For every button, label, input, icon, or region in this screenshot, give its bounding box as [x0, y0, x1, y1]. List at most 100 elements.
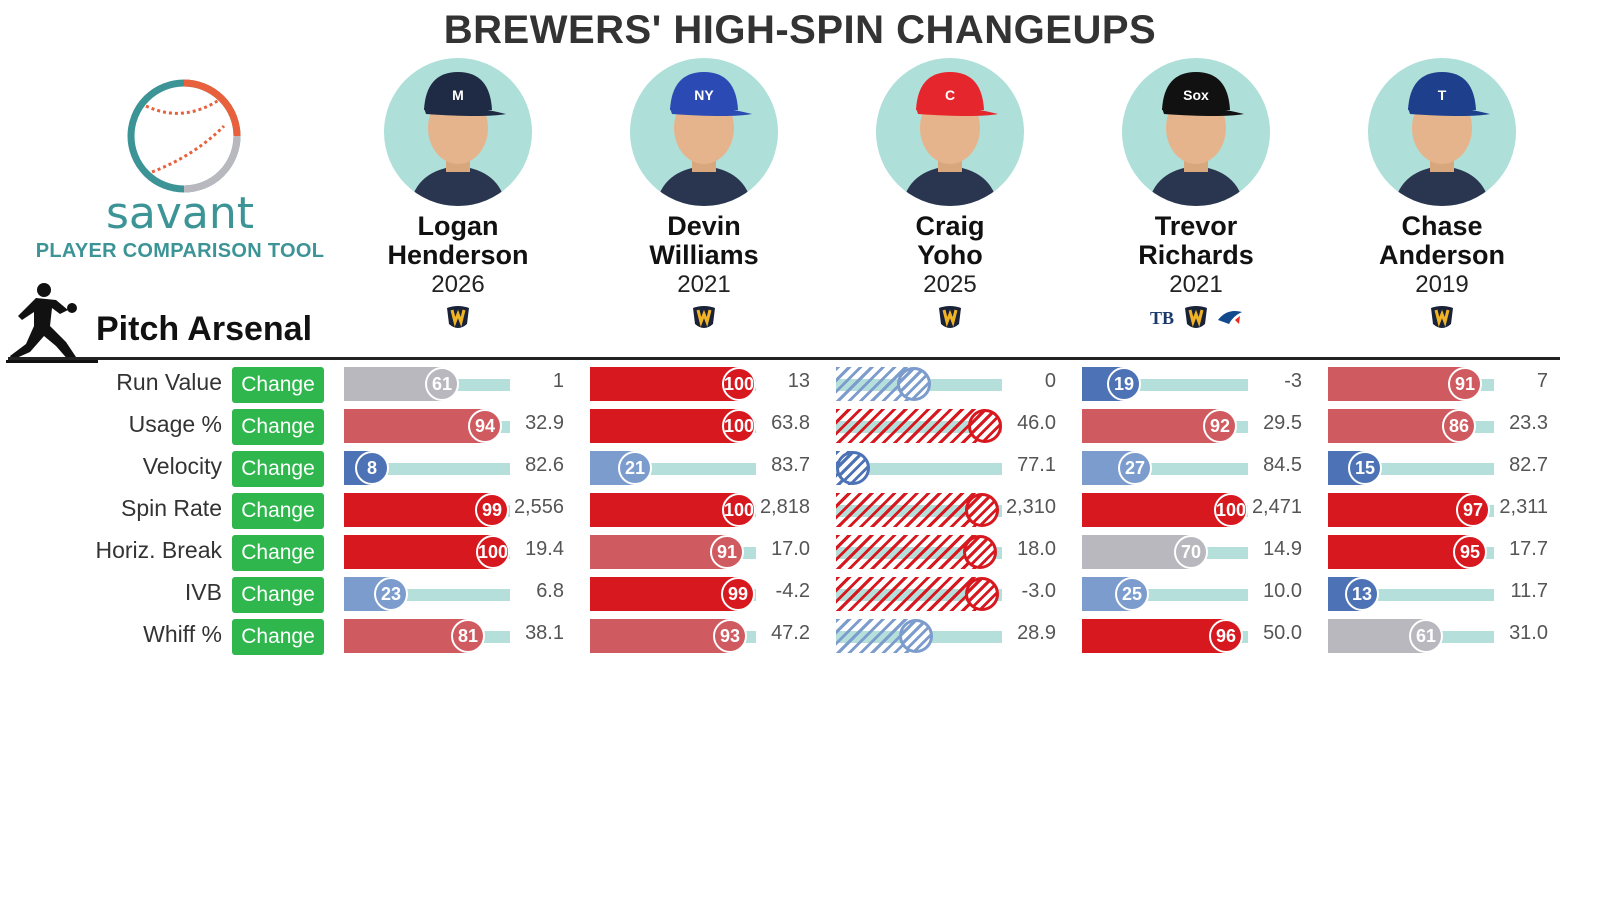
change-metric-button[interactable]: Change — [232, 367, 324, 403]
team-logos — [1322, 302, 1562, 336]
percentile-cell: 81 38.1 — [344, 617, 584, 659]
change-metric-button[interactable]: Change — [232, 619, 324, 655]
percentile-knob[interactable] — [836, 451, 870, 485]
percentile-knob[interactable]: 81 — [451, 619, 485, 653]
metric-label: Horiz. Break — [95, 537, 222, 563]
metric-value: 77.1 — [1017, 454, 1056, 476]
percentile-cell: 100 63.8 — [590, 407, 830, 449]
metric-value: 82.6 — [525, 454, 564, 476]
player-first-name: Chase — [1401, 211, 1483, 241]
metric-value: 63.8 — [771, 412, 810, 434]
percentile-track — [836, 463, 1002, 475]
player-season: 2026 — [431, 271, 485, 298]
metric-value: 2,310 — [1005, 496, 1056, 518]
percentile-knob[interactable]: 100 — [722, 409, 756, 443]
percentile-knob[interactable]: 15 — [1348, 451, 1382, 485]
player-avatar[interactable]: Sox — [1122, 58, 1270, 206]
percentile-knob[interactable]: 99 — [475, 493, 509, 527]
percentile-knob[interactable]: 61 — [1409, 619, 1443, 653]
percentile-cell: 100 19.4 — [344, 533, 584, 575]
brewers-logo-icon — [693, 306, 715, 328]
percentile-knob[interactable]: 91 — [710, 535, 744, 569]
brewers-logo-icon — [447, 306, 469, 328]
percentile-cell: 95 17.7 — [1328, 533, 1568, 575]
brewers-logo-icon — [939, 306, 961, 328]
percentile-cell: -3.0 — [836, 575, 1076, 617]
percentile-bar — [590, 493, 739, 527]
change-metric-button[interactable]: Change — [232, 409, 324, 445]
percentile-knob[interactable]: 19 — [1107, 367, 1141, 401]
percentile-knob[interactable] — [965, 493, 999, 527]
percentile-bar — [1082, 619, 1226, 653]
percentile-knob[interactable]: 93 — [713, 619, 747, 653]
player-avatar[interactable]: NY — [630, 58, 778, 206]
percentile-knob[interactable]: 13 — [1345, 577, 1379, 611]
percentile-knob[interactable]: 61 — [425, 367, 459, 401]
percentile-knob[interactable]: 70 — [1174, 535, 1208, 569]
change-metric-button[interactable]: Change — [232, 577, 324, 613]
player-first-name: Logan — [417, 211, 499, 241]
percentile-cell: 61 1 — [344, 365, 584, 407]
percentile-knob[interactable]: 27 — [1118, 451, 1152, 485]
percentile-knob[interactable] — [968, 409, 1002, 443]
metric-value: 17.0 — [771, 538, 810, 560]
svg-text:TB: TB — [1150, 308, 1174, 328]
percentile-knob[interactable]: 8 — [355, 451, 389, 485]
percentile-knob[interactable]: 97 — [1456, 493, 1490, 527]
percentile-cell: 21 83.7 — [590, 449, 830, 491]
player-column: Sox Trevor Richards 2021 TB — [1076, 58, 1316, 336]
percentile-knob[interactable]: 100 — [722, 493, 756, 527]
percentile-knob[interactable]: 91 — [1448, 367, 1482, 401]
logo-name: savant — [105, 188, 255, 239]
percentile-cell: 18.0 — [836, 533, 1076, 575]
percentile-knob[interactable]: 21 — [618, 451, 652, 485]
percentile-knob[interactable]: 96 — [1209, 619, 1243, 653]
change-metric-button[interactable]: Change — [232, 493, 324, 529]
cap-logo: Sox — [1183, 87, 1209, 103]
percentile-cell: 77.1 — [836, 449, 1076, 491]
player-last-name: Anderson — [1378, 240, 1505, 270]
percentile-knob[interactable]: 100 — [1214, 493, 1248, 527]
player-avatar[interactable]: C — [876, 58, 1024, 206]
player-avatar[interactable]: M — [384, 58, 532, 206]
percentile-knob[interactable]: 23 — [374, 577, 408, 611]
percentile-knob[interactable]: 100 — [476, 535, 510, 569]
metric-value: 84.5 — [1263, 454, 1302, 476]
percentile-bar — [1082, 493, 1231, 527]
metric-label: Velocity — [142, 453, 222, 479]
metric-value: 31.0 — [1509, 622, 1548, 644]
section-divider — [8, 357, 1560, 360]
metric-value: 29.5 — [1263, 412, 1302, 434]
percentile-cell: 93 47.2 — [590, 617, 830, 659]
percentile-knob[interactable]: 94 — [468, 409, 502, 443]
player-first-name: Craig — [915, 211, 985, 241]
percentile-knob[interactable]: 86 — [1442, 409, 1476, 443]
percentile-bar — [836, 493, 982, 527]
player-column: T Chase Anderson 2019 — [1322, 58, 1562, 336]
percentile-knob[interactable]: 95 — [1453, 535, 1487, 569]
percentile-knob[interactable]: 92 — [1203, 409, 1237, 443]
percentile-knob[interactable] — [963, 535, 997, 569]
player-photo-icon: NY — [656, 72, 752, 206]
change-metric-button[interactable]: Change — [232, 451, 324, 487]
percentile-knob[interactable]: 100 — [722, 367, 756, 401]
metric-value: 2,311 — [1499, 496, 1548, 518]
percentile-knob[interactable]: 25 — [1115, 577, 1149, 611]
percentile-knob[interactable]: 99 — [721, 577, 755, 611]
player-avatar[interactable]: T — [1368, 58, 1516, 206]
percentile-knob[interactable] — [899, 619, 933, 653]
metric-value: 82.7 — [1509, 454, 1548, 476]
percentile-knob[interactable] — [965, 577, 999, 611]
player-column: M Logan Henderson 2026 — [338, 58, 578, 336]
percentile-knob[interactable] — [897, 367, 931, 401]
metric-value: 2,556 — [513, 496, 564, 518]
percentile-cell: 99 -4.2 — [590, 575, 830, 617]
metric-value: 2,471 — [1251, 496, 1302, 518]
metric-value: 14.9 — [1263, 538, 1302, 560]
metric-value: 0 — [1044, 370, 1056, 392]
percentile-bar — [1082, 535, 1191, 569]
percentile-bar — [1328, 367, 1465, 401]
percentile-bar — [1328, 409, 1459, 443]
change-metric-button[interactable]: Change — [232, 535, 324, 571]
player-last-name: Henderson — [387, 240, 529, 270]
